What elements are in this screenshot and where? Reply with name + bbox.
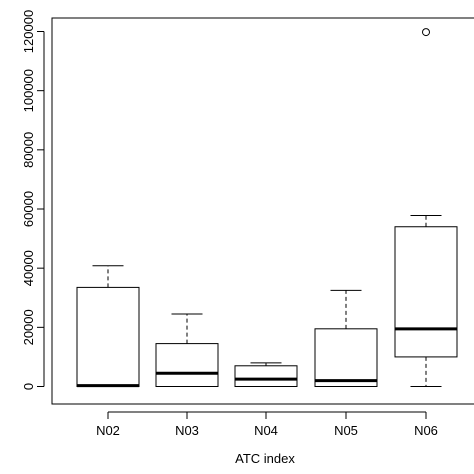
box-iqr: [155, 343, 219, 387]
box-N06: [394, 28, 458, 387]
y-tick-label: 20000: [21, 309, 36, 345]
box-iqr: [314, 328, 378, 387]
y-tick-label: 40000: [21, 250, 36, 286]
box-N02: [76, 265, 140, 388]
plot-frame: [51, 17, 474, 405]
x-tick-label: N02: [96, 423, 120, 438]
y-tick-label: 0: [21, 383, 36, 390]
y-tick-label: 80000: [21, 132, 36, 168]
box-iqr: [76, 286, 140, 388]
y-tick-label: 60000: [21, 191, 36, 227]
x-tick-label: N05: [334, 423, 358, 438]
box-N03: [155, 313, 219, 387]
y-axis: 0 20000 40000 60000 80000 100000 120000: [21, 10, 45, 390]
box-iqr: [234, 365, 298, 387]
box-N05: [314, 289, 378, 387]
y-tick-label: 100000: [21, 69, 36, 112]
x-tick-label: N04: [254, 423, 278, 438]
x-tick-label: N03: [175, 423, 199, 438]
outlier-point: [422, 28, 430, 37]
y-tick-label: 120000: [21, 10, 36, 53]
box-iqr: [394, 226, 458, 358]
x-axis-title: ATC index: [235, 451, 295, 466]
x-axis: N02 N03 N04 N05 N06: [96, 411, 438, 438]
boxes-layer: [76, 28, 458, 388]
box-N04: [234, 362, 298, 387]
x-tick-label: N06: [414, 423, 438, 438]
